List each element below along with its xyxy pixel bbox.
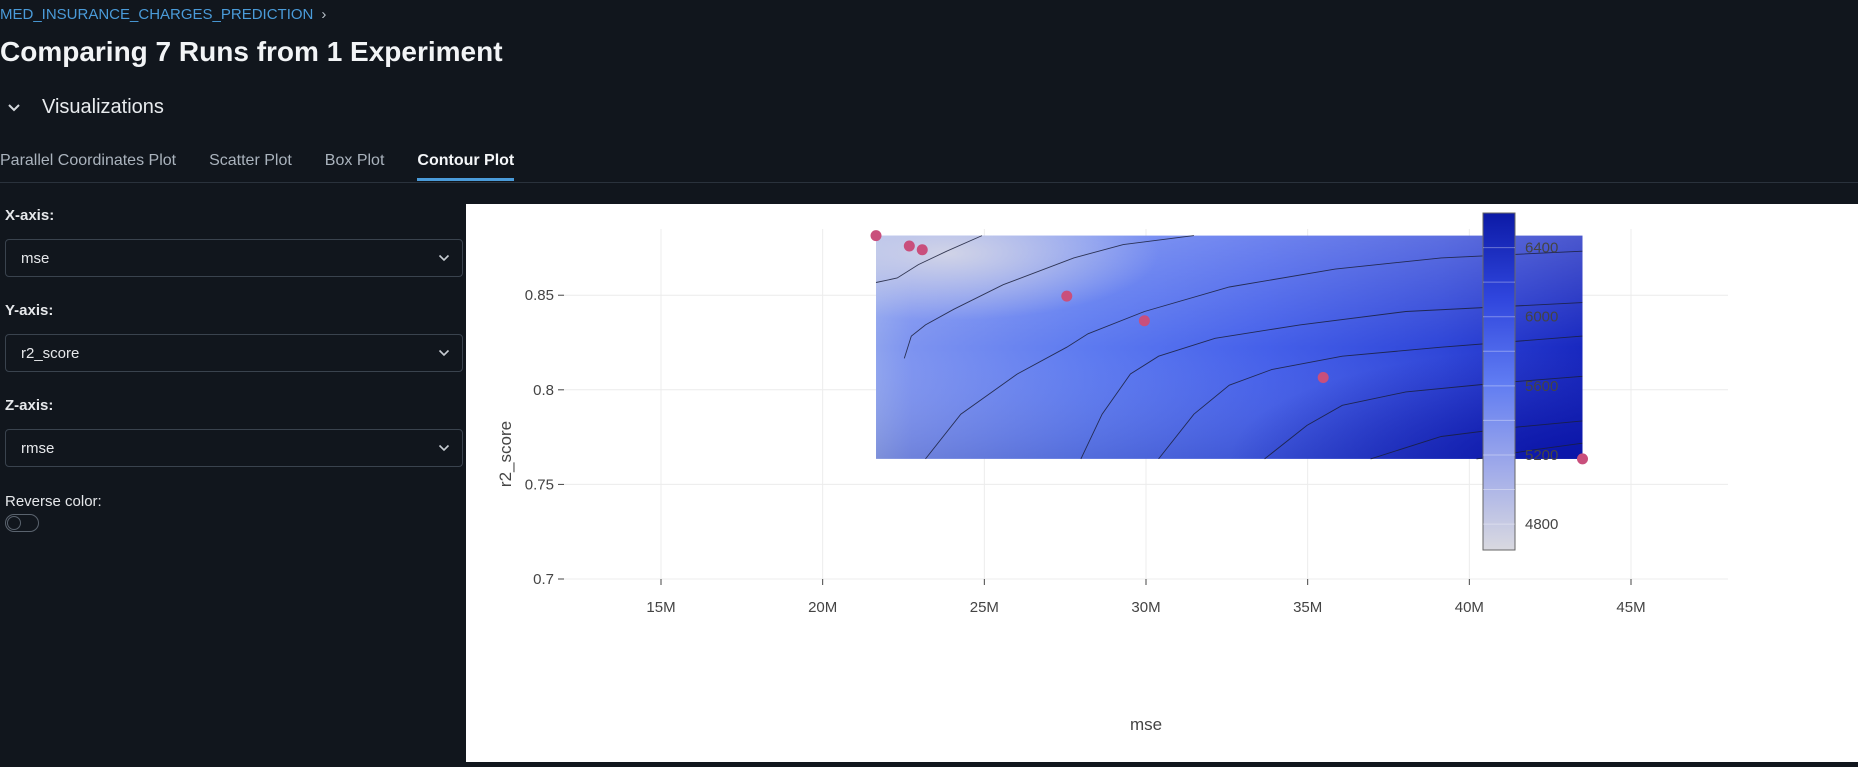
- contour-plot[interactable]: 15M 20M 25M 30M 35M 40M 45M 0.7 0.75 0.8 0.85 mse r2…: [466, 204, 1858, 762]
- plot-axes: 15M 20M 25M 30M 35M 40M 45M 0.7 0.75 0.8 0.85 mse r2…: [496, 287, 1646, 734]
- y-tick-label: 0.75: [525, 476, 554, 493]
- colorbar: 4800 5200 5600 6000 6400: [1482, 212, 1558, 551]
- x-axis-label: X-axis:: [5, 207, 55, 224]
- chevron-down-icon: [438, 346, 450, 360]
- x-tick-label: 45M: [1616, 599, 1645, 616]
- data-point[interactable]: [903, 240, 915, 252]
- tab-contour-plot[interactable]: Contour Plot: [417, 152, 515, 181]
- x-tick-label: 35M: [1293, 599, 1322, 616]
- z-axis-select[interactable]: rmse: [5, 429, 463, 467]
- visualizations-label: Visualizations: [42, 96, 164, 118]
- data-point[interactable]: [1138, 315, 1150, 327]
- x-tick-label: 40M: [1455, 599, 1484, 616]
- contour-line: [903, 235, 1194, 359]
- y-tick-label: 0.85: [525, 287, 554, 304]
- y-tick-label: 0.7: [533, 571, 554, 588]
- y-axis-value: r2_score: [21, 344, 80, 362]
- contour-line: [1158, 335, 1583, 460]
- y-axis-title: r2_score: [496, 421, 515, 487]
- y-tick-label: 0.8: [533, 382, 554, 399]
- tab-box-plot[interactable]: Box Plot: [324, 152, 385, 169]
- x-axis-select[interactable]: mse: [5, 239, 463, 277]
- reverse-color-toggle[interactable]: [5, 514, 39, 532]
- visualization-tabs: Parallel Coordinates Plot Scatter Plot B…: [0, 152, 515, 181]
- contour-field: [876, 235, 1583, 459]
- chevron-down-icon: [438, 441, 450, 455]
- colorbar-tick-label: 6400: [1525, 240, 1558, 257]
- data-point[interactable]: [1577, 453, 1588, 465]
- toggle-knob: [7, 516, 21, 530]
- data-point[interactable]: [916, 244, 928, 256]
- x-axis-value: mse: [21, 249, 50, 267]
- visualizations-section-toggle[interactable]: Visualizations: [0, 96, 164, 119]
- data-points: [870, 230, 1588, 465]
- chevron-down-icon: [0, 100, 28, 116]
- x-axis-title: mse: [1130, 715, 1162, 734]
- x-tick-label: 25M: [970, 599, 999, 616]
- breadcrumb-experiment-link[interactable]: MED_INSURANCE_CHARGES_PREDICTION: [0, 6, 314, 23]
- page-title: Comparing 7 Runs from 1 Experiment: [0, 36, 503, 67]
- z-axis-label: Z-axis:: [5, 397, 54, 414]
- breadcrumb: MED_INSURANCE_CHARGES_PREDICTION ›: [0, 6, 326, 23]
- contour-lines: [875, 235, 1583, 460]
- y-axis-select[interactable]: r2_score: [5, 334, 463, 372]
- colorbar-tick-label: 5200: [1525, 447, 1558, 464]
- breadcrumb-chevron-icon: ›: [321, 6, 327, 23]
- x-tick-label: 15M: [646, 599, 675, 616]
- data-point[interactable]: [870, 230, 882, 242]
- reverse-color-label: Reverse color:: [5, 493, 102, 510]
- data-point[interactable]: [1061, 290, 1073, 302]
- x-tick-label: 30M: [1131, 599, 1160, 616]
- colorbar-gradient: [1482, 212, 1516, 551]
- contour-line: [875, 235, 983, 283]
- data-point[interactable]: [1317, 372, 1329, 384]
- chevron-down-icon: [438, 251, 450, 265]
- x-tick-label: 20M: [808, 599, 837, 616]
- y-axis-label: Y-axis:: [5, 302, 54, 319]
- tab-scatter-plot[interactable]: Scatter Plot: [209, 152, 292, 169]
- colorbar-tick-label: 5600: [1525, 378, 1558, 395]
- tab-parallel-coordinates-plot[interactable]: Parallel Coordinates Plot: [0, 152, 177, 169]
- contour-line: [925, 250, 1583, 460]
- colorbar-tick-label: 4800: [1525, 516, 1558, 533]
- contour-plot-panel: 15M 20M 25M 30M 35M 40M 45M 0.7 0.75 0.8 0.85 mse r2…: [466, 204, 1858, 762]
- tabs-divider: [0, 182, 1858, 183]
- colorbar-tick-label: 6000: [1525, 309, 1558, 326]
- contour-line: [1080, 302, 1583, 460]
- z-axis-value: rmse: [21, 439, 55, 457]
- contour-line: [1370, 420, 1583, 460]
